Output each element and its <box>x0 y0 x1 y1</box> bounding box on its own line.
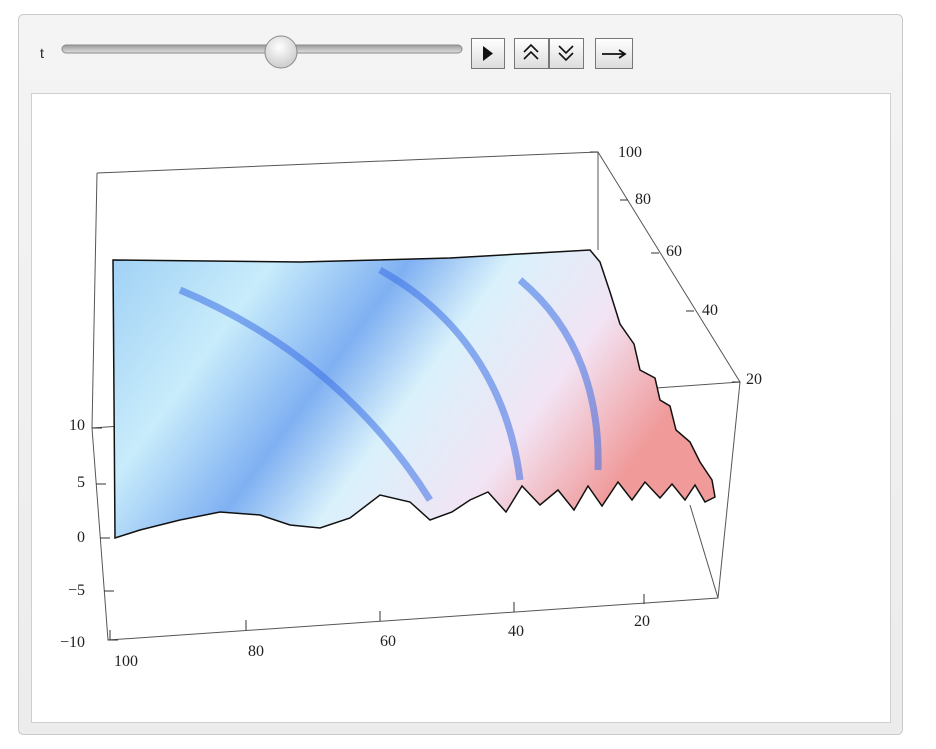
z-tick-label: 10 <box>69 417 85 434</box>
z-tick-label: 5 <box>77 474 85 491</box>
tick-marks <box>92 151 740 641</box>
z-tick-label: −5 <box>68 582 85 599</box>
play-button[interactable] <box>471 38 505 69</box>
slower-button[interactable] <box>549 38 584 69</box>
surface-bands <box>178 266 602 502</box>
y-tick-label: 40 <box>702 302 718 319</box>
slider-knob[interactable] <box>264 35 298 69</box>
direction-button[interactable] <box>595 38 633 69</box>
y-tick-label: 60 <box>666 243 682 260</box>
surface <box>112 249 716 540</box>
x-tick-label: 40 <box>508 623 524 640</box>
y-tick-label: 100 <box>618 144 642 161</box>
faster-button[interactable] <box>514 38 549 69</box>
x-tick-label: 20 <box>634 613 650 630</box>
z-tick-label: 0 <box>77 529 85 546</box>
x-tick-label: 100 <box>114 653 138 670</box>
control-label: t <box>40 45 44 61</box>
z-tick-label: −10 <box>60 634 85 651</box>
y-tick-label: 80 <box>635 191 651 208</box>
y-tick-label: 20 <box>746 371 762 388</box>
x-tick-label: 60 <box>380 633 396 650</box>
slider-track[interactable] <box>61 44 463 54</box>
x-tick-label: 80 <box>248 643 264 660</box>
